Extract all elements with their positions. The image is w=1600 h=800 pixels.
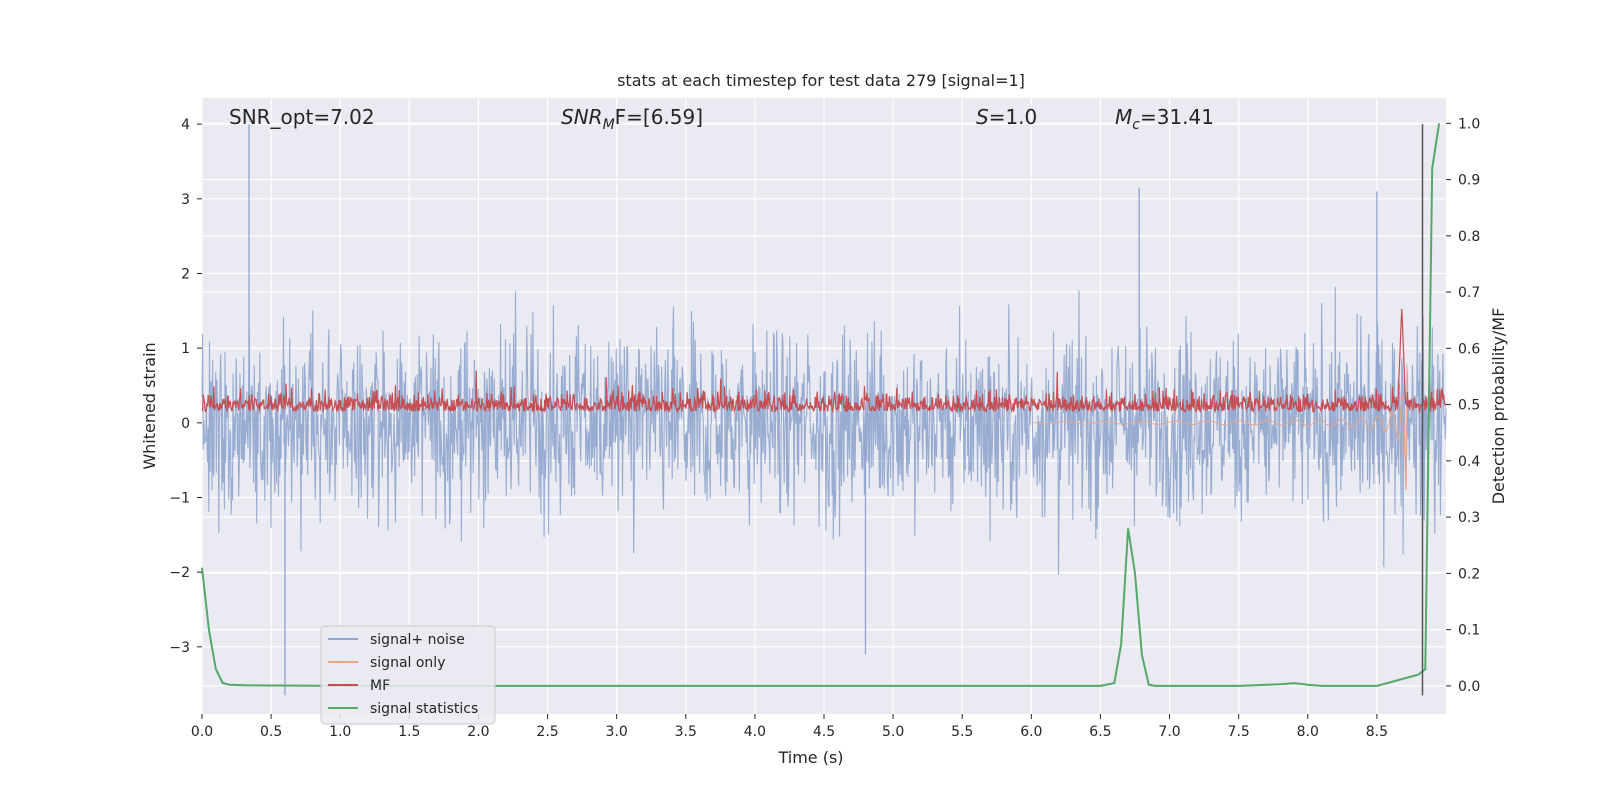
y2-tick-label: 0.0	[1458, 679, 1480, 695]
x-tick-label: 0.0	[191, 724, 213, 740]
y-tick-label: 0	[181, 416, 190, 432]
x-tick-label: 7.0	[1158, 724, 1180, 740]
x-tick-label: 6.0	[1020, 724, 1042, 740]
y-tick-label: −3	[169, 640, 190, 656]
x-tick-label: 6.5	[1089, 724, 1111, 740]
annotations: SNR_opt=7.02 SNRMF=[6.59] S=1.0 Mc=31.41	[229, 105, 1214, 133]
annotation-base: M	[1115, 105, 1132, 129]
y2-tick-label: 0.3	[1458, 510, 1480, 526]
legend-box	[320, 625, 496, 725]
x-tick-label: 2.0	[467, 724, 489, 740]
annotation-rest: =1.0	[989, 105, 1038, 129]
y-tick-label: 4	[181, 117, 190, 133]
y2-tick-label: 0.6	[1458, 341, 1480, 357]
annotation-rest: =31.41	[1140, 105, 1214, 129]
annotation-rest: F=[6.59]	[615, 105, 703, 129]
chart-title: stats at each timestep for test data 279…	[617, 71, 1025, 90]
y-tick-label: 1	[181, 341, 190, 357]
legend-label: signal statistics	[370, 701, 478, 717]
x-tick-label: 3.5	[675, 724, 697, 740]
x-tick-label: 4.0	[744, 724, 766, 740]
x-tick-label: 8.0	[1297, 724, 1319, 740]
y-tick-label: 3	[181, 192, 190, 208]
y2-tick-label: 0.1	[1458, 623, 1480, 639]
x-tick-label: 4.5	[813, 724, 835, 740]
legend: signal+ noise signal only MF signal statist…	[320, 625, 496, 725]
legend-label: MF	[370, 678, 390, 694]
annotation-base: SNR	[561, 105, 603, 129]
series-signal-noise	[201, 286, 1447, 575]
annotation-snr_opt: SNR_opt=7.02	[229, 105, 375, 129]
y2-tick-label: 0.2	[1458, 566, 1480, 582]
data-traces	[201, 123, 1447, 696]
y2-tick-label: 1.0	[1458, 116, 1480, 132]
series-mf	[201, 308, 1447, 414]
x-tick-label: 8.5	[1366, 724, 1388, 740]
axis-ticks: 0.0 0.5 1.0 1.5 2.0 2.5 3.0 3.5 4.0 4.5 5.0 5.5 6.0 6…	[169, 116, 1480, 740]
x-tick-label: 1.0	[329, 724, 351, 740]
x-tick-label: 1.5	[398, 724, 420, 740]
series-signal-statistics	[201, 123, 1441, 687]
legend-label: signal only	[370, 655, 445, 671]
annotation-snr_mf: SNRMF=[6.59]	[561, 105, 703, 133]
x-tick-label: 5.5	[951, 724, 973, 740]
y-tick-label: −1	[169, 490, 190, 506]
y2-tick-label: 0.9	[1458, 173, 1480, 189]
x-tick-label: 7.5	[1228, 724, 1250, 740]
y-tick-label: −2	[169, 565, 190, 581]
y2-tick-label: 0.4	[1458, 454, 1480, 470]
annotation-subscript: c	[1132, 117, 1140, 133]
y2-tick-label: 0.5	[1458, 398, 1480, 414]
x-tick-label: 2.5	[536, 724, 558, 740]
x-tick-label: 5.0	[882, 724, 904, 740]
y2-axis-label: Detection probability/MF	[1489, 308, 1508, 505]
legend-label: signal+ noise	[370, 632, 465, 648]
annotation-s_val: S=1.0	[976, 105, 1037, 129]
y2-tick-label: 0.7	[1458, 285, 1480, 301]
annotation-mc_val: Mc=31.41	[1115, 105, 1214, 133]
y-tick-label: 2	[181, 266, 190, 282]
annotation-base: S	[976, 105, 989, 129]
series-signal-only	[1031, 364, 1408, 490]
x-axis-label: Time (s)	[777, 748, 843, 767]
y-axis-label: Whitened strain	[140, 342, 159, 469]
y2-tick-label: 0.8	[1458, 229, 1480, 245]
x-tick-label: 3.0	[606, 724, 628, 740]
x-tick-label: 0.5	[260, 724, 282, 740]
annotation-subscript: M	[603, 117, 615, 133]
